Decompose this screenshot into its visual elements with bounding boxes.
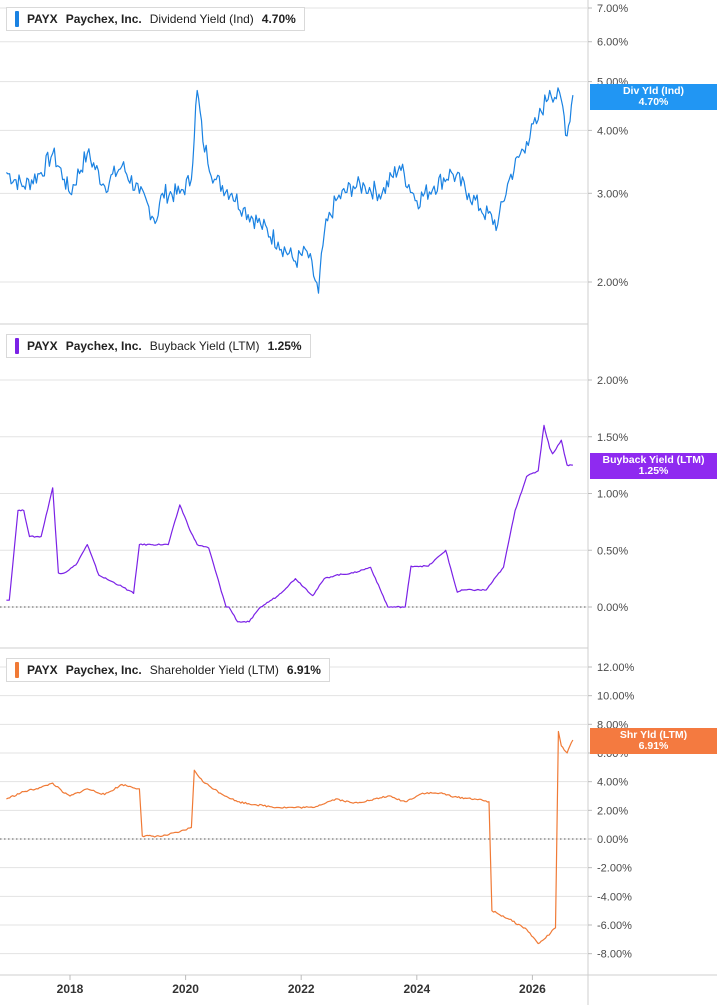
legend-ticker: PAYX [27,12,58,26]
y-tick-label: 2.00% [597,277,628,289]
legend-swatch-shareholder [15,662,19,678]
series-line [6,730,574,945]
y-tick-label: 0.00% [597,602,628,614]
legend-value: 1.25% [267,339,302,353]
y-tick-label: 2.00% [597,805,628,817]
series-line [6,87,574,294]
y-tick-label: 1.00% [597,489,628,501]
flag-value: 4.70% [638,96,669,108]
y-tick-label: 7.00% [597,3,628,15]
legend-metric: Buyback Yield (LTM) [149,339,260,353]
last-value-flag-shareholder: Shr Yld (LTM) 6.91% [590,728,717,754]
y-tick-label: 2.00% [597,375,628,387]
y-tick-label: 3.00% [597,188,628,200]
legend-value: 6.91% [286,663,321,677]
x-tick-label: 2022 [288,982,315,996]
tick-layer: 7.00%6.00%5.00%4.00%3.00%2.00%2.00%1.50%… [57,3,635,996]
legend-swatch-dividend [15,11,19,27]
legend-company: Paychex, Inc. [65,339,142,353]
legend-buyback[interactable]: PAYX Paychex, Inc. Buyback Yield (LTM) 1… [6,334,311,358]
y-tick-label: -8.00% [597,949,632,961]
legend-value: 4.70% [261,12,296,26]
legend-dividend[interactable]: PAYX Paychex, Inc. Dividend Yield (Ind) … [6,7,305,31]
y-tick-label: -4.00% [597,891,632,903]
y-tick-label: 12.00% [597,662,635,674]
legend-company: Paychex, Inc. [65,663,142,677]
legend-company: Paychex, Inc. [65,12,142,26]
last-value-flag-buyback: Buyback Yield (LTM) 1.25% [590,453,717,479]
x-tick-label: 2024 [403,982,430,996]
legend-ticker: PAYX [27,339,58,353]
flag-label: Shr Yld (LTM) [619,729,688,741]
x-tick-label: 2026 [519,982,546,996]
flag-value: 6.91% [638,740,669,752]
legend-shareholder[interactable]: PAYX Paychex, Inc. Shareholder Yield (LT… [6,658,330,682]
x-tick-label: 2018 [57,982,84,996]
flag-label: Buyback Yield (LTM) [602,454,705,466]
y-tick-label: -2.00% [597,863,632,875]
line-layer [6,87,574,945]
flag-label: Div Yld (Ind) [622,85,685,97]
x-tick-label: 2020 [172,982,199,996]
y-tick-label: 4.00% [597,777,628,789]
last-value-flag-dividend: Div Yld (Ind) 4.70% [590,84,717,110]
y-tick-label: 4.00% [597,125,628,137]
legend-swatch-buyback [15,338,19,354]
y-tick-label: 10.00% [597,691,635,703]
y-tick-label: -6.00% [597,920,632,932]
legend-metric: Shareholder Yield (LTM) [149,663,279,677]
y-tick-label: 1.50% [597,432,628,444]
y-tick-label: 6.00% [597,37,628,49]
y-tick-label: 0.00% [597,834,628,846]
y-tick-label: 0.50% [597,545,628,557]
legend-metric: Dividend Yield (Ind) [149,12,254,26]
legend-ticker: PAYX [27,663,58,677]
flag-value: 1.25% [638,465,669,477]
series-line [6,424,573,623]
